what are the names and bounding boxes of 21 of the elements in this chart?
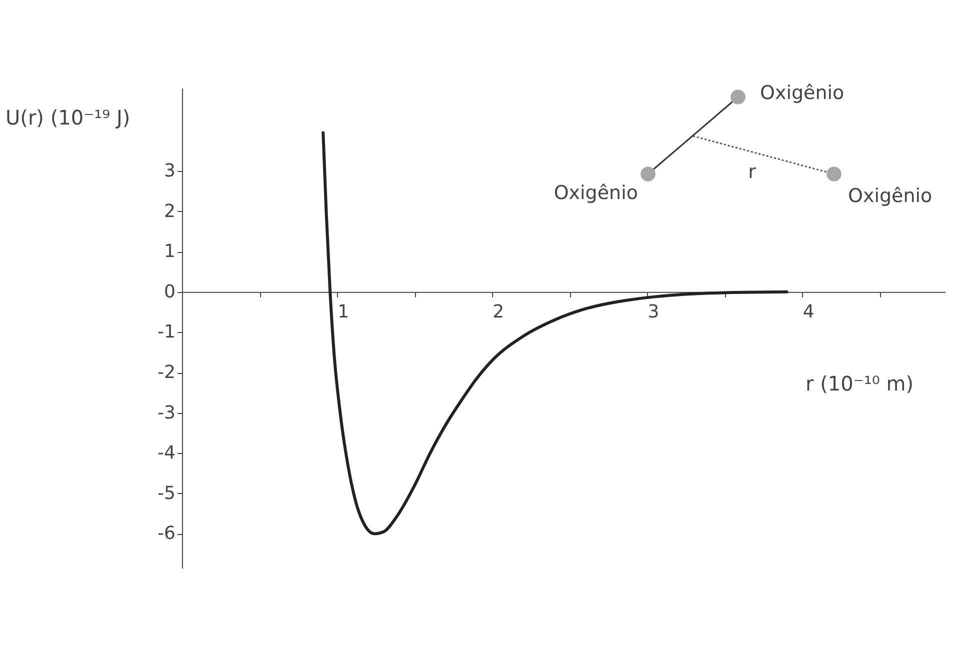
annotation: Oxigênio xyxy=(848,185,932,207)
y-tick-label: 2 xyxy=(164,200,176,222)
y-tick-label: -2 xyxy=(158,362,176,384)
y-tick-label: -5 xyxy=(158,482,176,504)
y-tick-label: -1 xyxy=(158,322,176,343)
line-series xyxy=(322,131,788,536)
annotation: Oxigênio xyxy=(554,182,638,204)
annotation: Oxigênio xyxy=(760,82,844,104)
y-tick-label: 0 xyxy=(164,281,176,302)
y-tick-label: 3 xyxy=(164,160,176,182)
y-tick-label: 1 xyxy=(164,241,176,262)
y-tick-label: -6 xyxy=(158,523,176,544)
x-tick-label: 4 xyxy=(802,301,814,322)
x-axis-title: r (10⁻¹⁰ m) xyxy=(806,371,914,396)
x-tick-label: 1 xyxy=(338,301,350,322)
annotation: r xyxy=(748,161,756,183)
x-tick-label: 3 xyxy=(648,301,660,322)
x-tick-label: 2 xyxy=(492,301,504,322)
y-axis-title: U(r) (10⁻¹⁹ J) xyxy=(6,106,130,130)
y-tick-label: -4 xyxy=(158,442,176,464)
y-tick-label: -3 xyxy=(158,402,176,424)
